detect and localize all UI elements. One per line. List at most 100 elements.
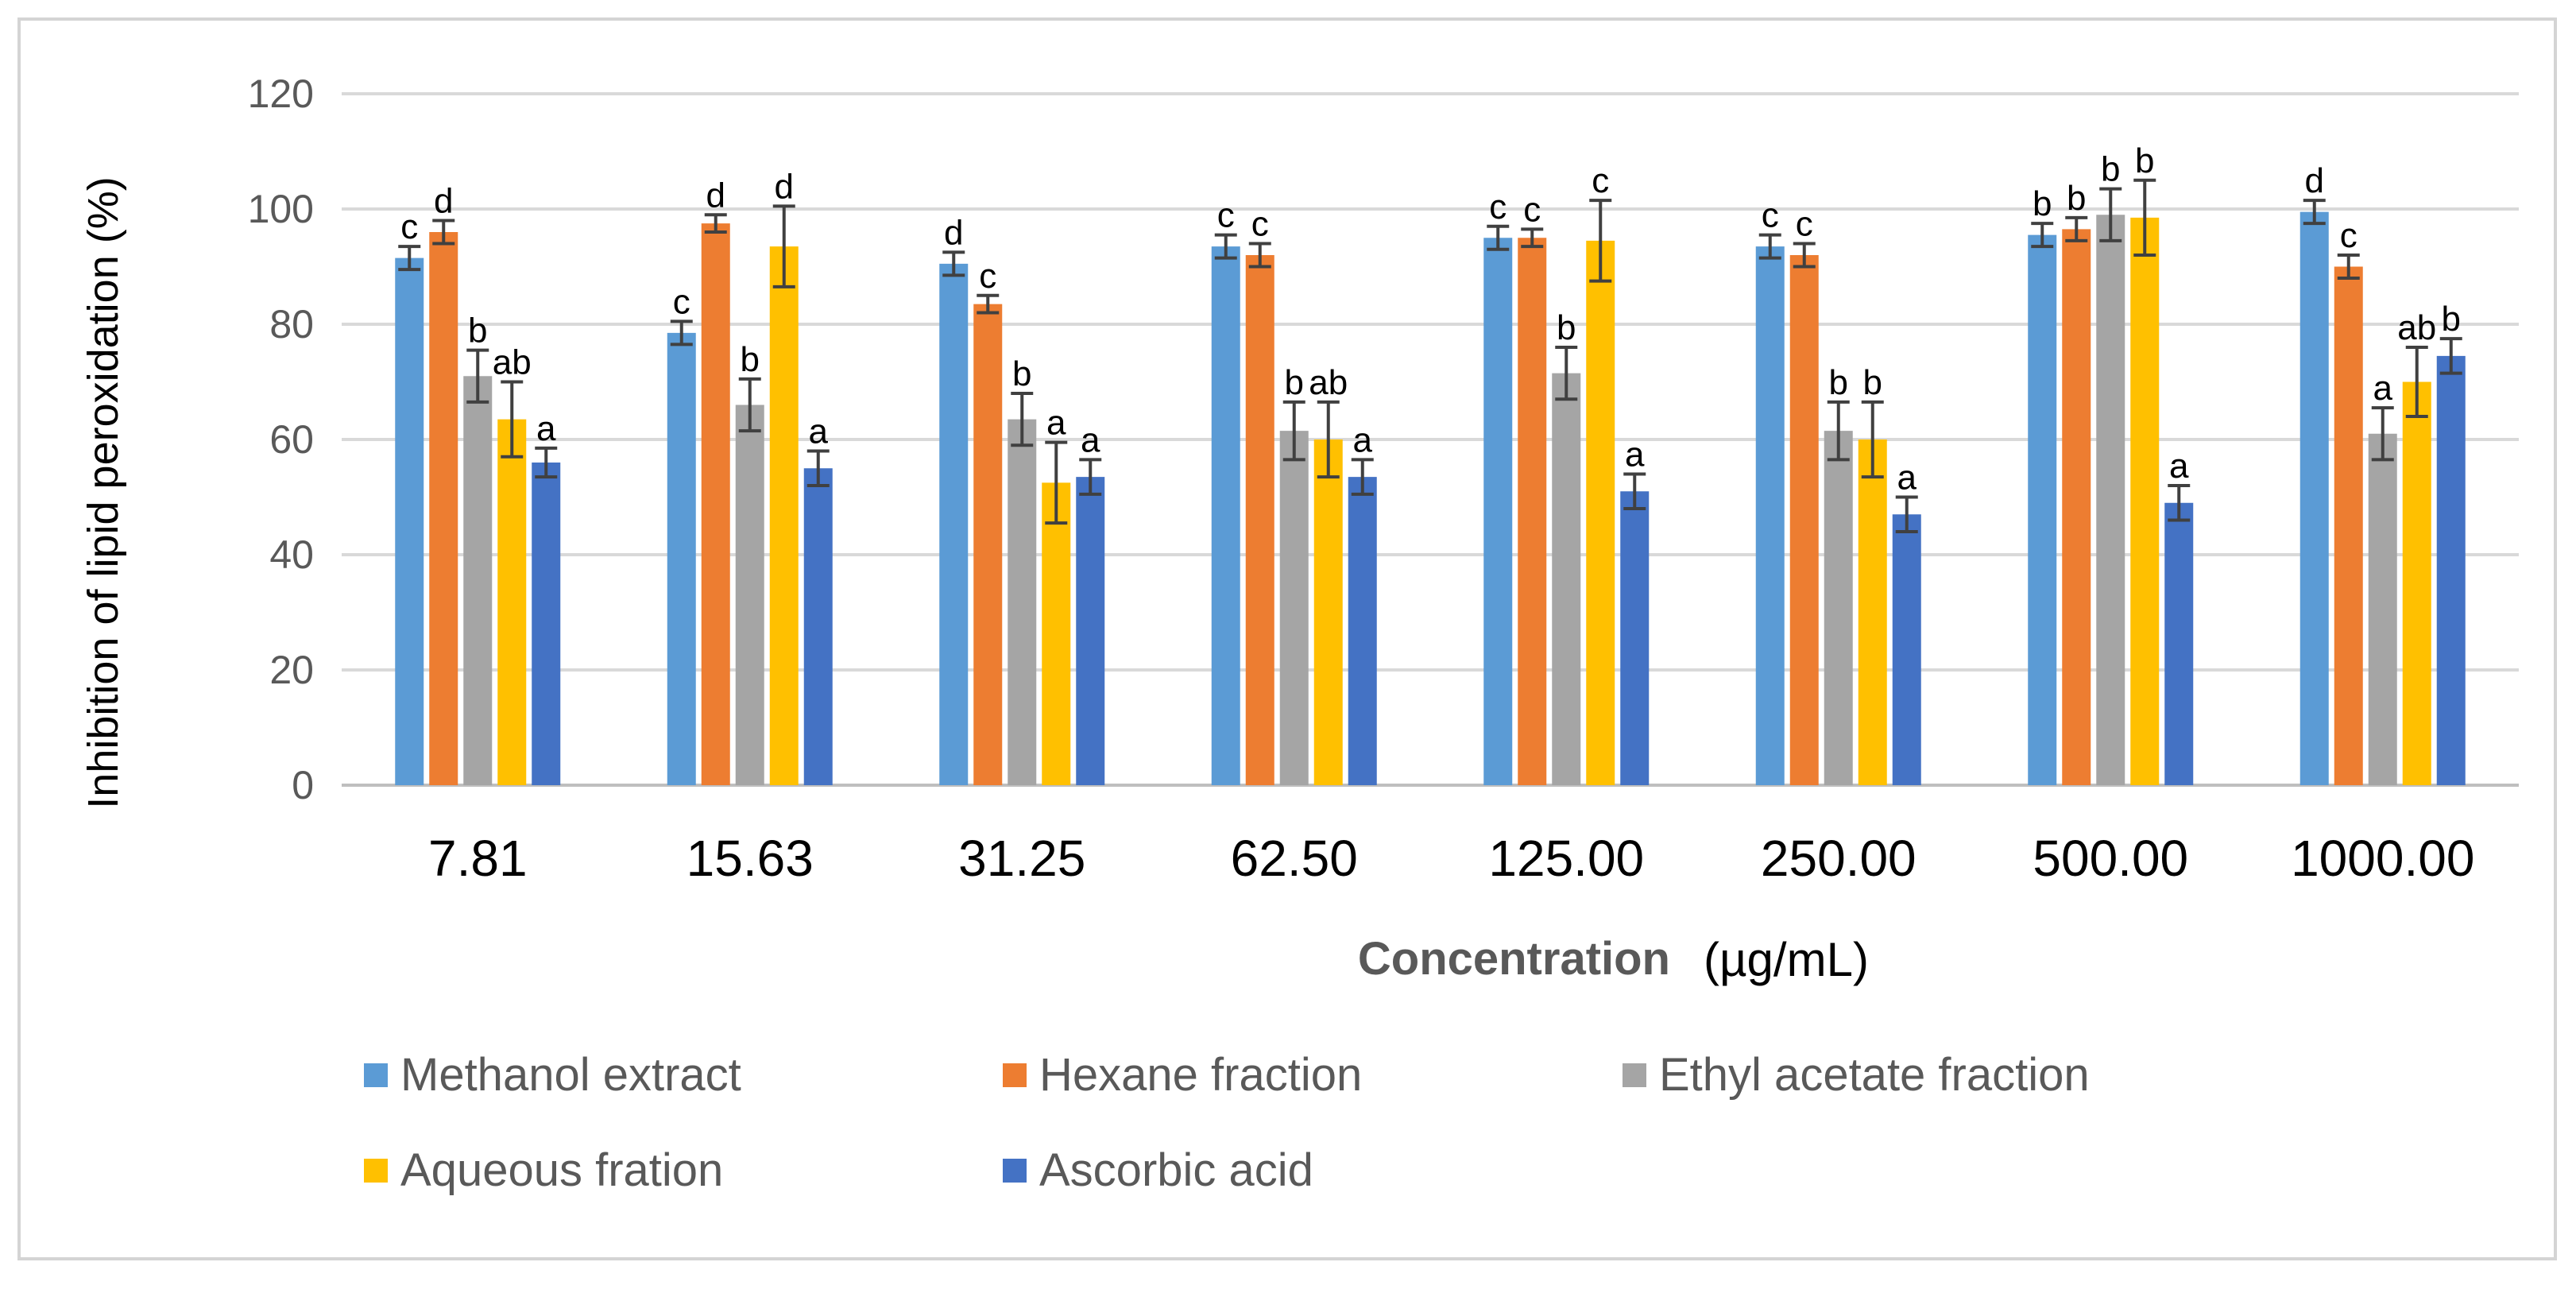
significance-label: a [2169,447,2189,486]
bar [2368,433,2397,785]
significance-label: ab [2397,308,2436,347]
y-tick-label: 60 [269,417,314,462]
bar [1824,431,1853,785]
significance-label: b [1557,308,1576,347]
significance-label: a [536,409,556,448]
bar [1789,255,1819,785]
significance-label: b [2101,150,2120,189]
significance-label: a [2373,369,2393,408]
bar [2334,266,2363,785]
significance-label: c [1592,161,1609,200]
bar [1755,246,1785,785]
significance-label: a [809,412,829,451]
significance-label: c [1489,188,1507,226]
x-tick-label: 500.00 [2033,830,2188,887]
significance-label: b [2442,300,2461,339]
y-tick-label: 20 [269,648,314,692]
bar [532,463,561,785]
bar [667,332,696,785]
bar [973,304,1003,785]
significance-label: c [1251,205,1269,244]
significance-label: c [673,282,690,321]
legend-item: Hexane fraction [1003,1049,1362,1101]
significance-label: d [434,182,453,221]
significance-label: b [2067,179,2086,218]
bar [1892,514,1921,785]
error-bars [398,178,2462,533]
bar [1348,477,1377,785]
y-axis-ticks: 0 20 40 60 80 100 120 [248,72,314,807]
legend-label: Hexane fraction [1039,1049,1362,1101]
legend-swatch [364,1063,388,1087]
significance-label: c [400,207,418,246]
bar [1586,240,1615,785]
y-axis-title: Inhibition of lipid peroxidation (%) [79,176,127,808]
significance-label: c [2340,216,2357,255]
significance-label: c [1762,196,1779,235]
bar [803,468,833,785]
legend-label: Methanol extract [400,1049,741,1101]
significance-label: a [1081,420,1100,459]
bar [735,405,764,785]
legend-label: Ascorbic acid [1039,1144,1313,1196]
significance-label: a [1625,436,1645,474]
bar [2130,217,2160,785]
x-tick-label: 31.25 [958,830,1085,887]
bar [1042,482,1071,785]
legend-item: Aqueous fration [364,1144,723,1196]
significance-label: c [979,257,996,296]
significance-label: d [706,176,725,215]
significance-label: b [2135,141,2154,180]
legend-item: Ethyl acetate fraction [1623,1049,2090,1101]
significance-label: ab [1309,363,1348,402]
legend-item: Ascorbic acid [1003,1144,1313,1196]
significance-label: c [1523,190,1541,229]
bar [1620,491,1650,785]
significance-label: b [1863,363,1882,402]
significance-label: b [468,312,487,350]
significance-label: b [1829,363,1848,402]
bar [1076,477,1105,785]
bar [463,376,493,785]
bars [395,211,2466,785]
bar [497,419,527,785]
bar [1245,255,1274,785]
legend-label: Ethyl acetate fraction [1659,1049,2090,1101]
significance-label: c [1217,196,1235,235]
bar [2164,502,2194,785]
axis-titles: Inhibition of lipid peroxidation (%) Con… [79,176,1869,986]
y-tick-label: 80 [269,302,314,346]
legend-swatch [364,1159,388,1183]
significance-label: b [2033,184,2052,223]
bar [1518,238,1547,785]
x-axis-title: Concentration [1358,933,1670,985]
legend-swatch [1623,1063,1646,1087]
bar [2436,355,2466,785]
significance-label: ab [493,343,532,382]
bar [2062,229,2091,785]
y-tick-label: 40 [269,532,314,577]
x-tick-label: 1000.00 [2291,830,2474,887]
y-tick-label: 120 [248,72,314,116]
significance-label: b [1012,354,1031,393]
significance-label: d [2305,161,2324,200]
legend-swatch [1003,1159,1027,1183]
x-axis-ticks: 7.81 15.63 31.25 62.50 125.00 250.00 500.00 100… [428,830,2474,887]
x-tick-label: 125.00 [1488,830,1644,887]
bar [2028,234,2057,785]
bar [1552,373,1581,785]
x-tick-label: 62.50 [1231,830,1358,887]
significance-label: b [741,340,760,379]
bar [939,263,969,785]
bar [1858,439,1887,785]
bar [2299,211,2329,785]
legend-item: Methanol extract [364,1049,741,1101]
significance-label: a [1046,404,1066,443]
bar [2096,215,2125,785]
significance-label: a [1353,420,1373,459]
bar [1279,431,1309,785]
bar [429,232,458,785]
y-tick-label: 0 [292,763,314,807]
